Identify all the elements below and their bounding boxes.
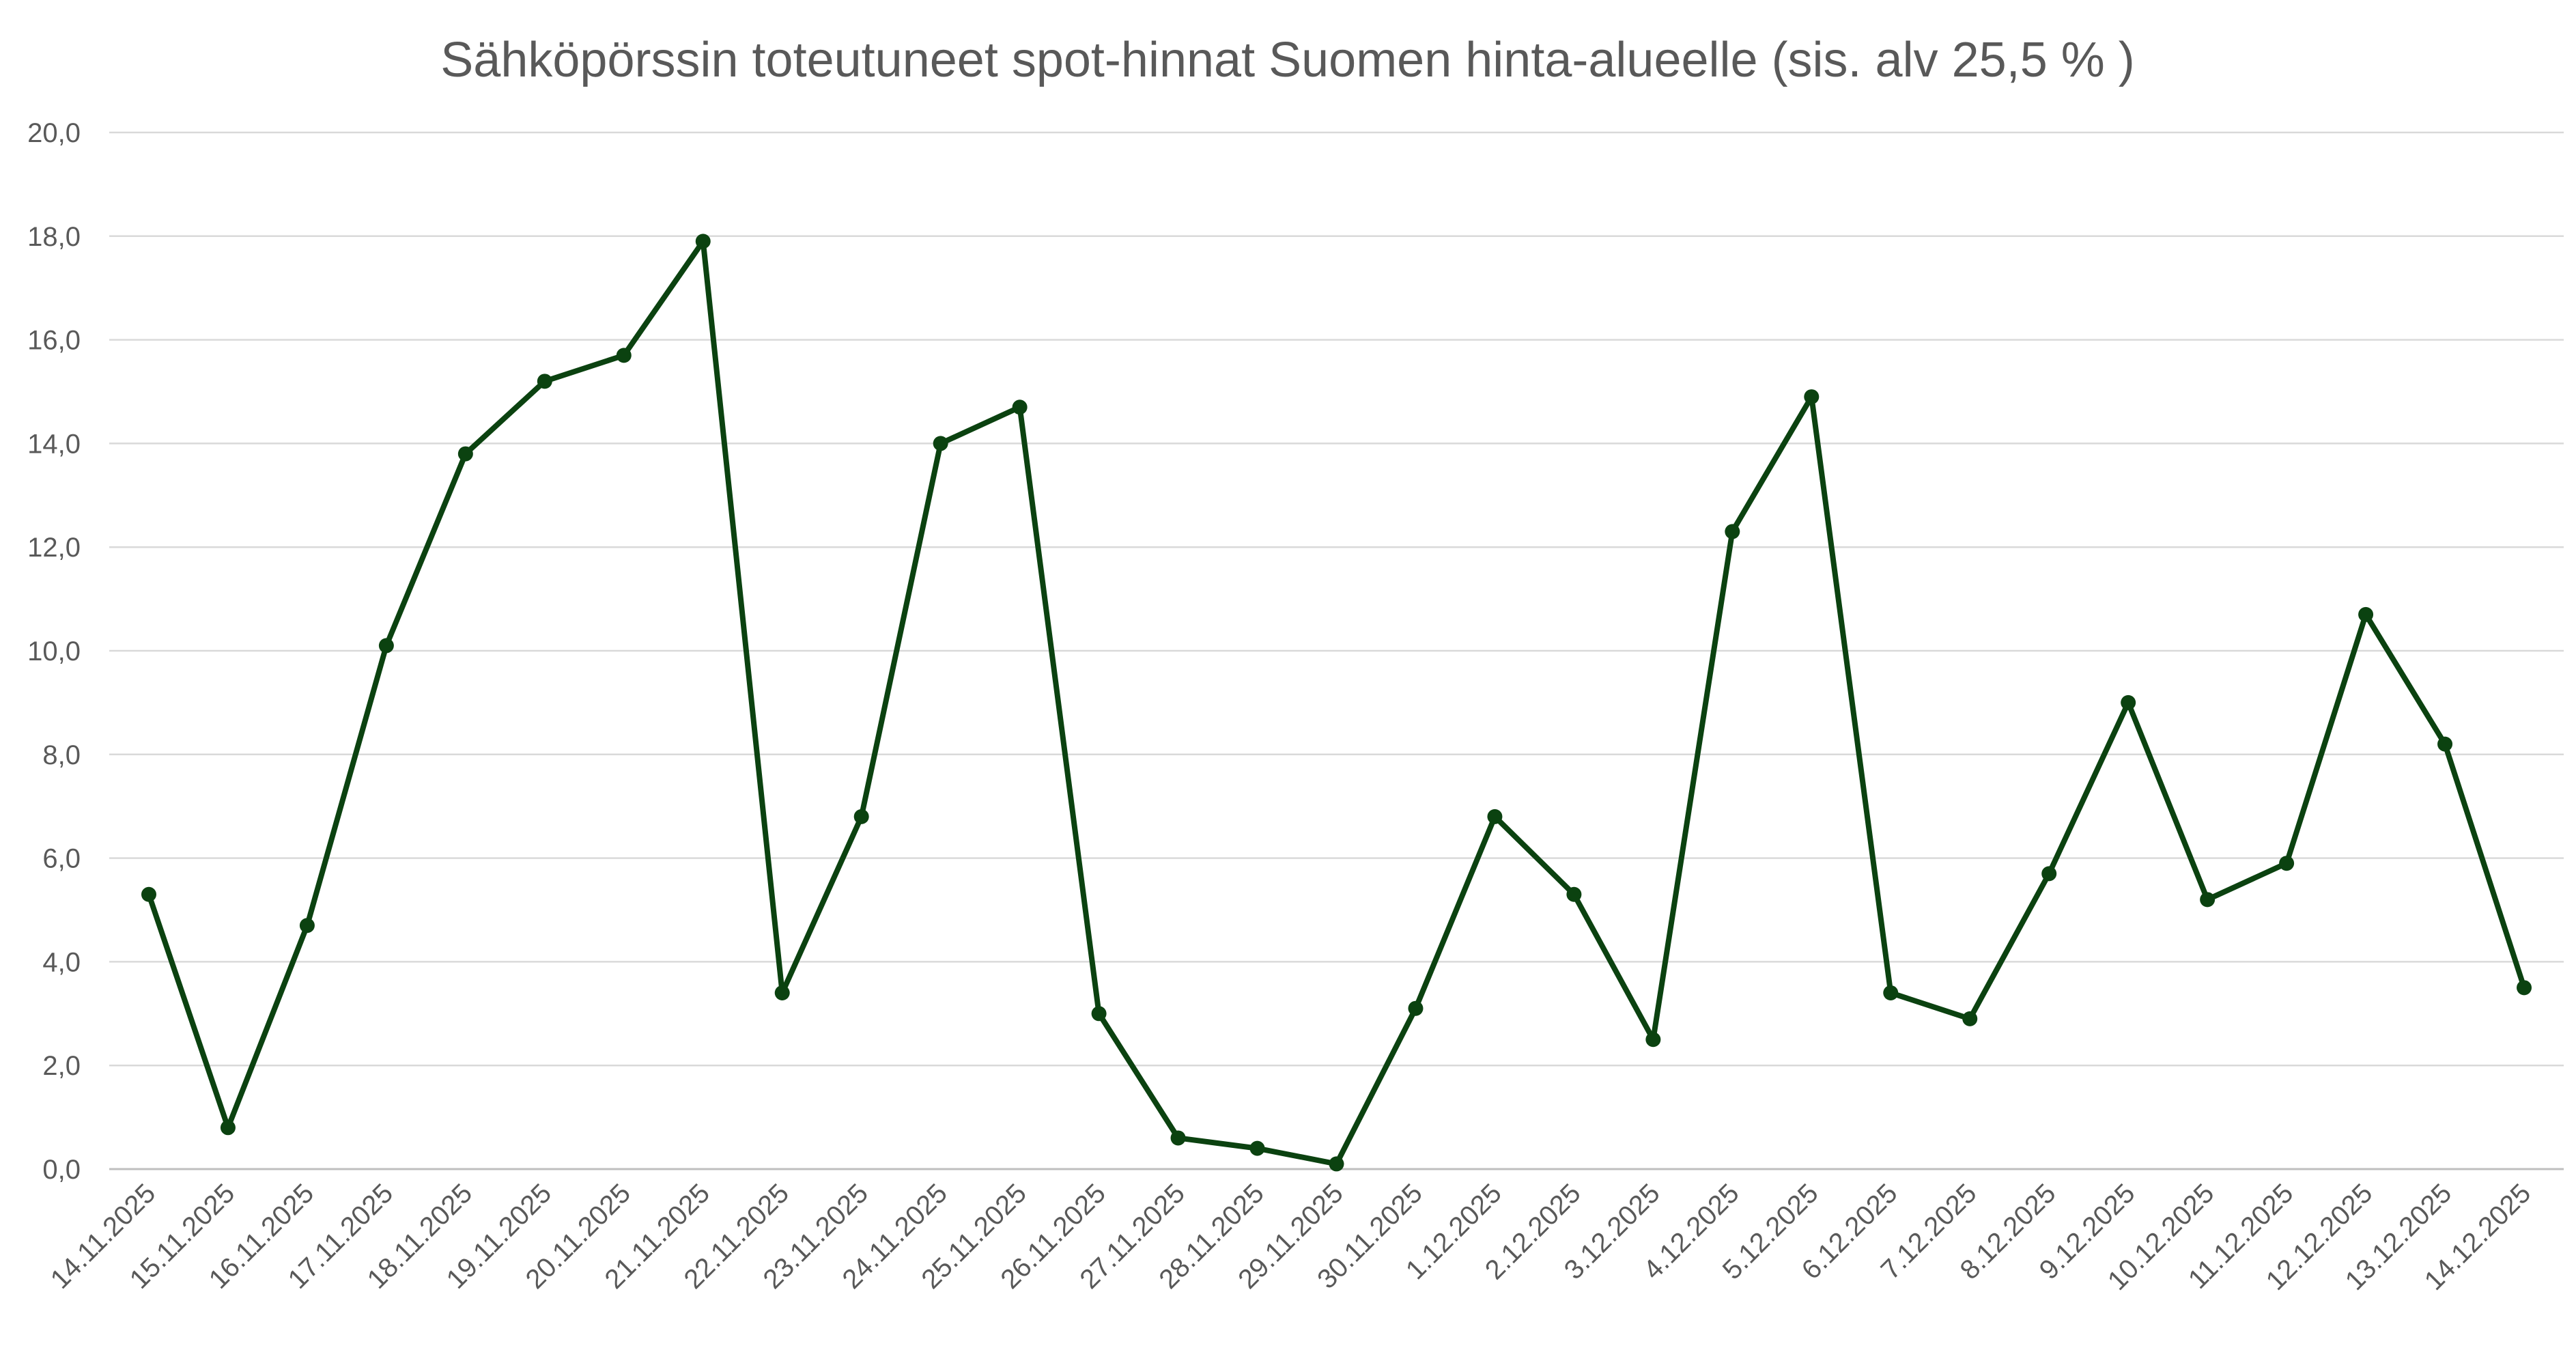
data-point <box>1566 886 1582 902</box>
data-point <box>457 446 473 462</box>
data-point <box>853 809 869 824</box>
series-group <box>141 234 2532 1172</box>
y-tick-label: 12,0 <box>27 533 81 563</box>
y-tick-label: 8,0 <box>42 740 81 770</box>
data-point <box>695 234 711 249</box>
data-point <box>1725 524 1740 539</box>
x-axis: 14.11.202515.11.202516.11.202517.11.2025… <box>45 1178 2537 1296</box>
series-line <box>145 238 2528 1167</box>
data-point <box>1804 389 1820 405</box>
data-point <box>1962 1011 1978 1026</box>
data-point <box>141 886 156 902</box>
data-point <box>616 348 632 363</box>
data-point <box>1329 1156 1344 1172</box>
data-point <box>537 374 552 389</box>
y-tick-label: 0,0 <box>42 1155 81 1185</box>
data-point <box>933 436 948 451</box>
data-point <box>2517 980 2532 996</box>
data-point <box>1012 399 1028 415</box>
data-point <box>1091 1006 1107 1022</box>
data-point <box>378 638 394 654</box>
data-point <box>2200 892 2216 908</box>
data-point <box>220 1120 236 1136</box>
data-point <box>1249 1140 1265 1156</box>
data-point <box>2279 856 2295 871</box>
y-tick-label: 2,0 <box>42 1051 81 1081</box>
y-tick-label: 20,0 <box>27 118 81 148</box>
data-point <box>2041 866 2057 882</box>
data-point <box>1408 1000 1424 1016</box>
y-tick-label: 10,0 <box>27 636 81 666</box>
data-point <box>299 918 315 933</box>
y-tick-label: 14,0 <box>27 429 81 459</box>
y-tick-label: 18,0 <box>27 222 81 252</box>
y-tick-label: 4,0 <box>42 947 81 977</box>
data-point <box>1645 1032 1661 1048</box>
data-point <box>2437 736 2453 752</box>
data-point <box>1170 1130 1186 1146</box>
chart-title: Sähköpörssin toteutuneet spot-hinnat Suo… <box>440 33 2134 87</box>
y-axis: 0,0 2,0 4,0 6,0 8,0 10,0 12,0 14,0 16,0 18,0 20,0 <box>27 118 81 1185</box>
data-point <box>2358 606 2374 622</box>
gridlines <box>109 131 2564 1170</box>
data-point <box>1883 985 1899 1000</box>
data-point <box>774 985 790 1000</box>
data-point <box>1487 809 1503 824</box>
y-tick-label: 16,0 <box>27 326 81 356</box>
data-point <box>2121 694 2136 710</box>
y-tick-label: 6,0 <box>42 844 81 874</box>
